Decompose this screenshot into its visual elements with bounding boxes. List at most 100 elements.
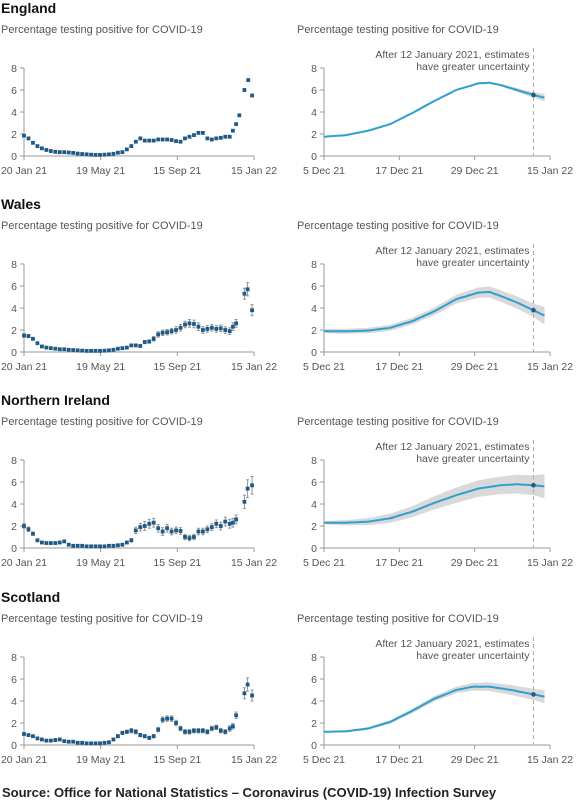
data-point <box>89 349 93 353</box>
data-point <box>26 733 31 737</box>
x-tick-label: 15 Jan 22 <box>527 361 573 373</box>
x-tick-label: 17 Dec 21 <box>375 754 423 766</box>
data-point <box>66 347 71 352</box>
data-point <box>71 151 76 155</box>
estimate-line <box>323 685 545 733</box>
latest-estimate-point <box>531 483 536 488</box>
data-point <box>142 340 147 344</box>
data-point <box>35 341 40 346</box>
data-point <box>133 343 138 348</box>
estimate-line <box>323 483 545 524</box>
data-point <box>183 729 187 734</box>
y-tick-label: 2 <box>11 718 17 730</box>
x-tick-label: 15 Sep 21 <box>153 557 201 569</box>
data-point <box>80 543 85 548</box>
data-point <box>174 721 178 725</box>
data-point <box>124 540 129 545</box>
data-point <box>93 544 98 549</box>
data-point <box>223 729 228 734</box>
data-point <box>234 321 239 326</box>
data-point <box>196 728 201 733</box>
annotation-text: have greater uncertainty <box>416 61 530 73</box>
data-point <box>231 724 235 729</box>
y-tick-label: 2 <box>311 129 317 141</box>
data-point <box>156 526 161 531</box>
latest-estimate-point <box>531 307 536 313</box>
source-note: Source: Office for National Statistics –… <box>2 785 497 800</box>
data-point <box>223 328 228 332</box>
data-point <box>44 345 49 350</box>
y-tick-label: 8 <box>11 63 17 75</box>
recent-chart-scotland: 0 2 4 6 8 5 Dec 21 17 Dec 21 29 Dec 21 15 Jan 22… <box>303 637 573 766</box>
data-point <box>22 524 26 528</box>
x-tick-label: 15 Jan 22 <box>527 754 573 766</box>
data-point <box>66 150 71 155</box>
y-tick-label: 0 <box>11 543 17 555</box>
data-point <box>107 152 111 157</box>
data-point <box>183 535 187 539</box>
data-point <box>48 738 53 743</box>
nation-title-wales: Wales <box>1 196 41 212</box>
x-tick-label: 29 Dec 21 <box>451 754 499 766</box>
data-point <box>250 483 254 488</box>
data-point <box>209 137 214 142</box>
data-point <box>169 329 174 333</box>
data-point <box>245 287 250 292</box>
data-point <box>22 133 26 138</box>
y-tick-label: 4 <box>311 696 317 708</box>
data-point <box>31 336 35 341</box>
y-tick-label: 2 <box>311 718 317 730</box>
data-point <box>35 144 40 148</box>
y-tick-label: 4 <box>311 303 317 315</box>
x-tick-label: 17 Dec 21 <box>375 361 423 373</box>
x-tick-label: 19 May 21 <box>76 557 125 569</box>
data-point <box>196 131 201 135</box>
data-point <box>111 151 116 156</box>
data-point <box>196 324 201 329</box>
y-tick-label: 6 <box>311 477 317 489</box>
data-point <box>48 149 53 153</box>
data-point <box>187 729 192 734</box>
data-point <box>160 717 165 722</box>
annotation-text: After 12 January 2021, estimates <box>375 245 529 257</box>
data-point <box>231 520 235 525</box>
x-tick-label: 15 Sep 21 <box>153 361 201 373</box>
y-tick-label: 4 <box>11 499 17 511</box>
data-point <box>57 737 62 742</box>
chart-title: Percentage testing positive for COVID-19 <box>1 24 203 36</box>
data-point <box>80 348 85 353</box>
data-point <box>80 152 85 156</box>
data-point <box>165 137 170 142</box>
data-point <box>44 148 49 152</box>
y-tick-label: 4 <box>11 107 17 119</box>
data-point <box>71 543 76 548</box>
recent-chart-northern-ireland: 0 2 4 6 8 5 Dec 21 17 Dec 21 29 Dec 21 15 Jan 22… <box>303 440 573 569</box>
x-tick-label: 15 Sep 21 <box>153 754 201 766</box>
data-point <box>151 138 156 143</box>
data-point <box>214 136 219 141</box>
y-tick-label: 8 <box>11 455 17 467</box>
y-tick-label: 8 <box>311 63 317 75</box>
data-point <box>209 726 214 731</box>
y-tick-label: 2 <box>311 325 317 337</box>
data-point <box>44 541 49 545</box>
data-point <box>39 344 44 349</box>
annotation-text: After 12 January 2021, estimates <box>375 441 529 453</box>
data-point <box>93 153 98 157</box>
recent-chart-england: 0 2 4 6 8 5 Dec 21 17 Dec 21 29 Dec 21 15 Jan 22… <box>303 48 573 177</box>
data-point <box>26 334 31 338</box>
data-point <box>124 729 129 734</box>
data-point <box>53 541 58 545</box>
y-tick-label: 6 <box>11 477 17 489</box>
data-point <box>98 349 102 353</box>
data-point <box>48 346 53 351</box>
data-point <box>223 134 228 139</box>
latest-estimate-point <box>531 92 536 98</box>
data-point <box>147 521 152 526</box>
y-tick-label: 2 <box>311 521 317 533</box>
x-tick-label: 5 Dec 21 <box>303 754 345 766</box>
data-point <box>151 734 156 739</box>
y-tick-label: 6 <box>11 674 17 686</box>
data-point <box>227 329 232 333</box>
x-tick-label: 15 Jan 22 <box>231 165 277 177</box>
